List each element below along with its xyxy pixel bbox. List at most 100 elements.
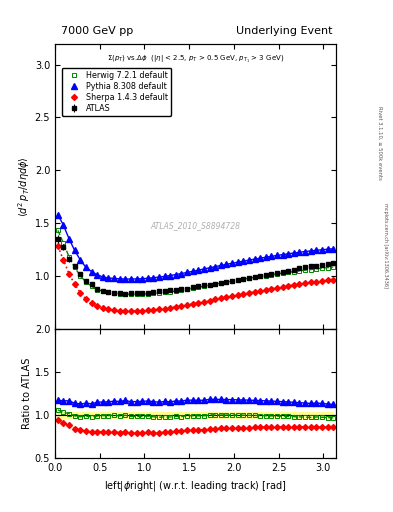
- Sherpa 1.4.3 default: [196, 300, 201, 306]
- Line: Sherpa 1.4.3 default: Sherpa 1.4.3 default: [56, 244, 335, 313]
- Pythia 8.308 default: [320, 247, 324, 253]
- Sherpa 1.4.3 default: [67, 271, 72, 277]
- Sherpa 1.4.3 default: [275, 285, 279, 291]
- Herwig 7.2.1 default: [162, 289, 167, 295]
- Pythia 8.308 default: [325, 246, 330, 252]
- Herwig 7.2.1 default: [95, 287, 99, 293]
- Herwig 7.2.1 default: [84, 279, 88, 285]
- Sherpa 1.4.3 default: [263, 287, 268, 293]
- Text: ATLAS_2010_S8894728: ATLAS_2010_S8894728: [151, 222, 241, 230]
- Pythia 8.308 default: [263, 254, 268, 260]
- Pythia 8.308 default: [67, 236, 72, 242]
- Pythia 8.308 default: [246, 257, 251, 263]
- Sherpa 1.4.3 default: [320, 278, 324, 284]
- Pythia 8.308 default: [269, 253, 274, 260]
- Pythia 8.308 default: [61, 222, 66, 228]
- Pythia 8.308 default: [55, 211, 60, 218]
- Sherpa 1.4.3 default: [230, 293, 234, 300]
- Herwig 7.2.1 default: [61, 240, 66, 246]
- Herwig 7.2.1 default: [280, 270, 285, 276]
- Herwig 7.2.1 default: [263, 272, 268, 279]
- Sherpa 1.4.3 default: [325, 278, 330, 284]
- Sherpa 1.4.3 default: [213, 296, 218, 303]
- Pythia 8.308 default: [275, 252, 279, 259]
- Sherpa 1.4.3 default: [151, 307, 156, 313]
- Y-axis label: Ratio to ATLAS: Ratio to ATLAS: [22, 358, 32, 429]
- Pythia 8.308 default: [185, 269, 189, 275]
- Sherpa 1.4.3 default: [292, 282, 296, 288]
- Herwig 7.2.1 default: [168, 289, 173, 295]
- Herwig 7.2.1 default: [157, 290, 162, 296]
- Sherpa 1.4.3 default: [157, 306, 162, 312]
- Herwig 7.2.1 default: [173, 288, 178, 294]
- Pythia 8.308 default: [89, 268, 94, 274]
- Herwig 7.2.1 default: [331, 264, 336, 270]
- Pythia 8.308 default: [252, 256, 257, 262]
- Herwig 7.2.1 default: [185, 286, 189, 292]
- Pythia 8.308 default: [241, 258, 246, 264]
- Line: Pythia 8.308 default: Pythia 8.308 default: [55, 212, 336, 282]
- Pythia 8.308 default: [331, 246, 336, 252]
- Sherpa 1.4.3 default: [134, 308, 139, 314]
- Sherpa 1.4.3 default: [280, 284, 285, 290]
- Pythia 8.308 default: [196, 267, 201, 273]
- Sherpa 1.4.3 default: [235, 292, 240, 298]
- Pythia 8.308 default: [129, 276, 133, 282]
- Herwig 7.2.1 default: [275, 271, 279, 277]
- Pythia 8.308 default: [230, 260, 234, 266]
- Herwig 7.2.1 default: [190, 285, 195, 291]
- Sherpa 1.4.3 default: [173, 304, 178, 310]
- Herwig 7.2.1 default: [72, 264, 77, 270]
- Pythia 8.308 default: [123, 276, 128, 282]
- Herwig 7.2.1 default: [179, 287, 184, 293]
- Herwig 7.2.1 default: [325, 265, 330, 271]
- Sherpa 1.4.3 default: [185, 302, 189, 308]
- Herwig 7.2.1 default: [123, 291, 128, 297]
- Sherpa 1.4.3 default: [145, 307, 150, 313]
- X-axis label: left$|\phi$right$|$ (w.r.t. leading track) [rad]: left$|\phi$right$|$ (w.r.t. leading trac…: [104, 479, 287, 493]
- Sherpa 1.4.3 default: [129, 308, 133, 314]
- Sherpa 1.4.3 default: [314, 279, 319, 285]
- Sherpa 1.4.3 default: [207, 297, 212, 304]
- Pythia 8.308 default: [151, 274, 156, 281]
- Pythia 8.308 default: [190, 268, 195, 274]
- Herwig 7.2.1 default: [196, 284, 201, 290]
- Herwig 7.2.1 default: [55, 227, 60, 233]
- Pythia 8.308 default: [112, 275, 116, 282]
- Herwig 7.2.1 default: [112, 290, 116, 296]
- Sherpa 1.4.3 default: [95, 304, 99, 310]
- Pythia 8.308 default: [280, 251, 285, 258]
- Sherpa 1.4.3 default: [179, 303, 184, 309]
- Herwig 7.2.1 default: [219, 280, 223, 286]
- Pythia 8.308 default: [173, 271, 178, 278]
- Sherpa 1.4.3 default: [331, 276, 336, 283]
- Sherpa 1.4.3 default: [117, 308, 122, 314]
- Pythia 8.308 default: [117, 276, 122, 282]
- Sherpa 1.4.3 default: [246, 290, 251, 296]
- Herwig 7.2.1 default: [129, 291, 133, 297]
- Sherpa 1.4.3 default: [190, 301, 195, 307]
- Herwig 7.2.1 default: [140, 291, 145, 297]
- Sherpa 1.4.3 default: [123, 308, 128, 314]
- Herwig 7.2.1 default: [252, 274, 257, 281]
- Sherpa 1.4.3 default: [84, 296, 88, 302]
- Herwig 7.2.1 default: [207, 282, 212, 288]
- Pythia 8.308 default: [140, 275, 145, 282]
- Herwig 7.2.1 default: [269, 272, 274, 278]
- Sherpa 1.4.3 default: [252, 289, 257, 295]
- Pythia 8.308 default: [145, 275, 150, 281]
- Herwig 7.2.1 default: [235, 277, 240, 283]
- Herwig 7.2.1 default: [145, 291, 150, 297]
- Herwig 7.2.1 default: [106, 289, 111, 295]
- Herwig 7.2.1 default: [67, 254, 72, 260]
- Sherpa 1.4.3 default: [61, 257, 66, 263]
- Line: Herwig 7.2.1 default: Herwig 7.2.1 default: [55, 228, 336, 296]
- Sherpa 1.4.3 default: [78, 290, 83, 296]
- Herwig 7.2.1 default: [297, 268, 302, 274]
- Text: $\Sigma(p_T)$ vs.$\Delta\phi$  ($|\eta|$ < 2.5, $p_T$ > 0.5 GeV, $p_{T_1}$ > 3 G: $\Sigma(p_T)$ vs.$\Delta\phi$ ($|\eta|$ …: [107, 53, 284, 65]
- Sherpa 1.4.3 default: [297, 281, 302, 287]
- Sherpa 1.4.3 default: [89, 300, 94, 306]
- Pythia 8.308 default: [179, 270, 184, 276]
- Pythia 8.308 default: [292, 250, 296, 256]
- Herwig 7.2.1 default: [213, 281, 218, 287]
